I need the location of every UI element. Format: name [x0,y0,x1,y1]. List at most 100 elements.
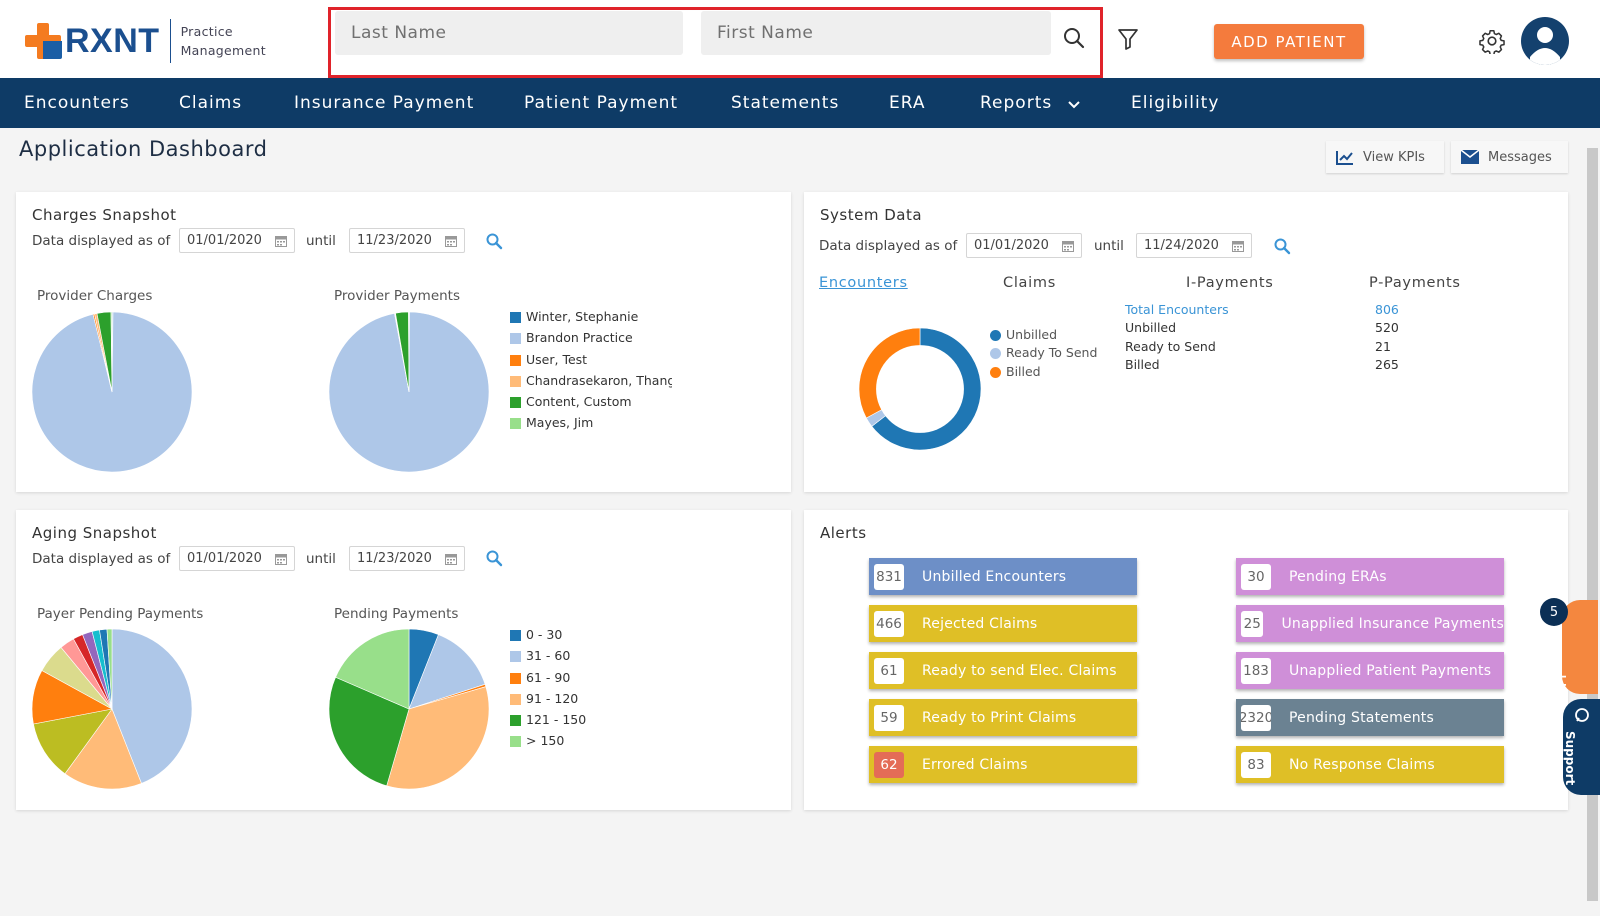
nav-eligibility[interactable]: Eligibility [1131,93,1220,113]
user-avatar-icon[interactable] [1521,17,1569,65]
aging-legend: 0 - 30 31 - 60 61 - 90 91 - 120 121 - 15… [510,627,630,755]
legend-item: Chandrasekaron, Thangam [510,373,672,394]
pie-slice[interactable] [111,628,193,784]
charges-snapshot-title: Charges Snapshot [32,206,177,224]
alert-tile[interactable]: 83 No Response Claims [1236,746,1504,783]
row-value: 520 [1375,320,1399,336]
pending-payments-label: Pending Payments [334,606,459,622]
tab-p-payments[interactable]: P-Payments [1369,275,1461,291]
system-from-date[interactable]: 01/01/2020 [966,233,1082,258]
aging-to-date[interactable]: 11/23/2020 [349,546,465,571]
alert-tile[interactable]: 466 Rejected Claims [869,605,1137,642]
row-value: 21 [1375,338,1391,354]
alert-label: Ready to send Elec. Claims [922,662,1117,679]
alert-label: Rejected Claims [922,615,1038,632]
alert-tile[interactable]: 183 Unapplied Patient Payments [1236,652,1504,689]
total-encounters-row[interactable]: Total Encounters 806 [1125,302,1405,320]
support-tab[interactable]: Support [1563,699,1600,795]
tab-i-payments[interactable]: I-Payments [1186,275,1274,291]
legend-item: > 150 [510,733,630,754]
first-name-input[interactable] [701,11,1051,55]
pie-slice[interactable] [386,686,490,790]
logo-text: RXNT [65,21,160,60]
chevron-down-icon[interactable] [1067,96,1081,115]
legend-label: Winter, Stephanie [526,309,639,324]
view-kpis-button[interactable]: View KPIs [1326,141,1444,173]
gear-icon[interactable] [1479,28,1505,56]
nav-claims[interactable]: Claims [179,93,243,113]
rxnt-logo[interactable]: RXNT Practice Management [24,19,266,63]
aging-until-label: until [306,551,336,567]
alert-tile[interactable]: 25 Unapplied Insurance Payments [1236,605,1504,642]
legend-label: Mayes, Jim [526,415,594,431]
alert-tile[interactable]: 2320 Pending Statements [1236,699,1504,736]
help-tab[interactable]: Help [1548,600,1598,719]
search-icon[interactable] [1273,237,1291,255]
nav-patient-payment[interactable]: Patient Payment [524,93,679,113]
system-to-date[interactable]: 11/24/2020 [1136,233,1252,258]
add-patient-button[interactable]: ADD PATIENT [1214,24,1364,59]
logo-subtitle-line2: Management [180,43,266,58]
alert-count: 25 [1241,610,1264,637]
legend-label: 91 - 120 [526,690,579,706]
system-to-date-value: 11/24/2020 [1144,238,1219,253]
last-name-input[interactable] [335,11,683,55]
tab-encounters[interactable]: Encounters [819,275,908,291]
provider-payments-pie [328,311,490,473]
calendar-icon [445,236,457,247]
alert-tile[interactable]: 62 Errored Claims [869,746,1137,783]
alert-tile[interactable]: 30 Pending ERAs [1236,558,1504,595]
legend-item: Unbilled [990,327,1097,345]
charges-to-date[interactable]: 11/23/2020 [349,228,465,253]
row-value: 806 [1375,302,1399,317]
legend-item: 91 - 120 [510,691,630,712]
aging-asof-label: Data displayed as of [32,551,171,567]
alert-tile[interactable]: 61 Ready to send Elec. Claims [869,652,1137,689]
help-notification-badge: 5 [1540,598,1568,626]
pie-slice[interactable] [408,311,410,393]
pie-slice[interactable] [33,708,113,775]
pie-slice[interactable] [110,311,113,393]
legend-item: 121 - 150 [510,712,630,733]
scrollbar-thumb[interactable] [1587,148,1598,901]
system-data-title: System Data [820,206,923,224]
system-from-date-value: 01/01/2020 [974,238,1049,253]
pie-slice[interactable] [106,628,113,710]
pie-slice[interactable] [335,628,410,710]
search-icon[interactable] [485,232,503,250]
alert-tile[interactable]: 831 Unbilled Encounters [869,558,1137,595]
nav-reports[interactable]: Reports [980,93,1053,113]
nav-insurance-payment[interactable]: Insurance Payment [294,93,475,113]
pie-slice[interactable] [328,676,410,787]
filter-icon[interactable] [1117,27,1141,53]
aging-from-date[interactable]: 01/01/2020 [179,546,295,571]
encounters-donut-legend: Unbilled Ready To Send Billed [990,327,1097,382]
encounters-donut [858,327,982,451]
alerts-title: Alerts [820,524,867,542]
line-chart-icon [1336,150,1353,165]
alert-tile[interactable]: 59 Ready to Print Claims [869,699,1137,736]
aging-from-date-value: 01/01/2020 [187,551,262,566]
system-until-label: until [1094,238,1124,254]
nav-encounters[interactable]: Encounters [24,93,130,113]
charges-from-date[interactable]: 01/01/2020 [179,228,295,253]
legend-label: 121 - 150 [526,712,587,728]
pie-slice[interactable] [64,708,142,790]
tab-claims[interactable]: Claims [1003,275,1056,291]
search-icon[interactable] [1062,26,1092,56]
logo-divider [169,19,171,63]
encounters-summary: Total Encounters 806 Unbilled 520 Ready to… [1125,302,1405,375]
payer-pending-pie [31,628,193,790]
charges-from-date-value: 01/01/2020 [187,233,262,248]
row-label: Ready to Send [1125,338,1216,354]
legend-item: 61 - 90 [510,670,630,691]
envelope-icon [1461,150,1479,164]
row-label: Total Encounters [1125,302,1229,317]
page-scrollbar[interactable] [1585,130,1600,916]
nav-era[interactable]: ERA [889,93,926,113]
payer-pending-label: Payer Pending Payments [37,606,204,622]
messages-button[interactable]: Messages [1451,141,1568,173]
aging-to-date-value: 11/23/2020 [357,551,432,566]
search-icon[interactable] [485,549,503,567]
nav-statements[interactable]: Statements [731,93,840,113]
